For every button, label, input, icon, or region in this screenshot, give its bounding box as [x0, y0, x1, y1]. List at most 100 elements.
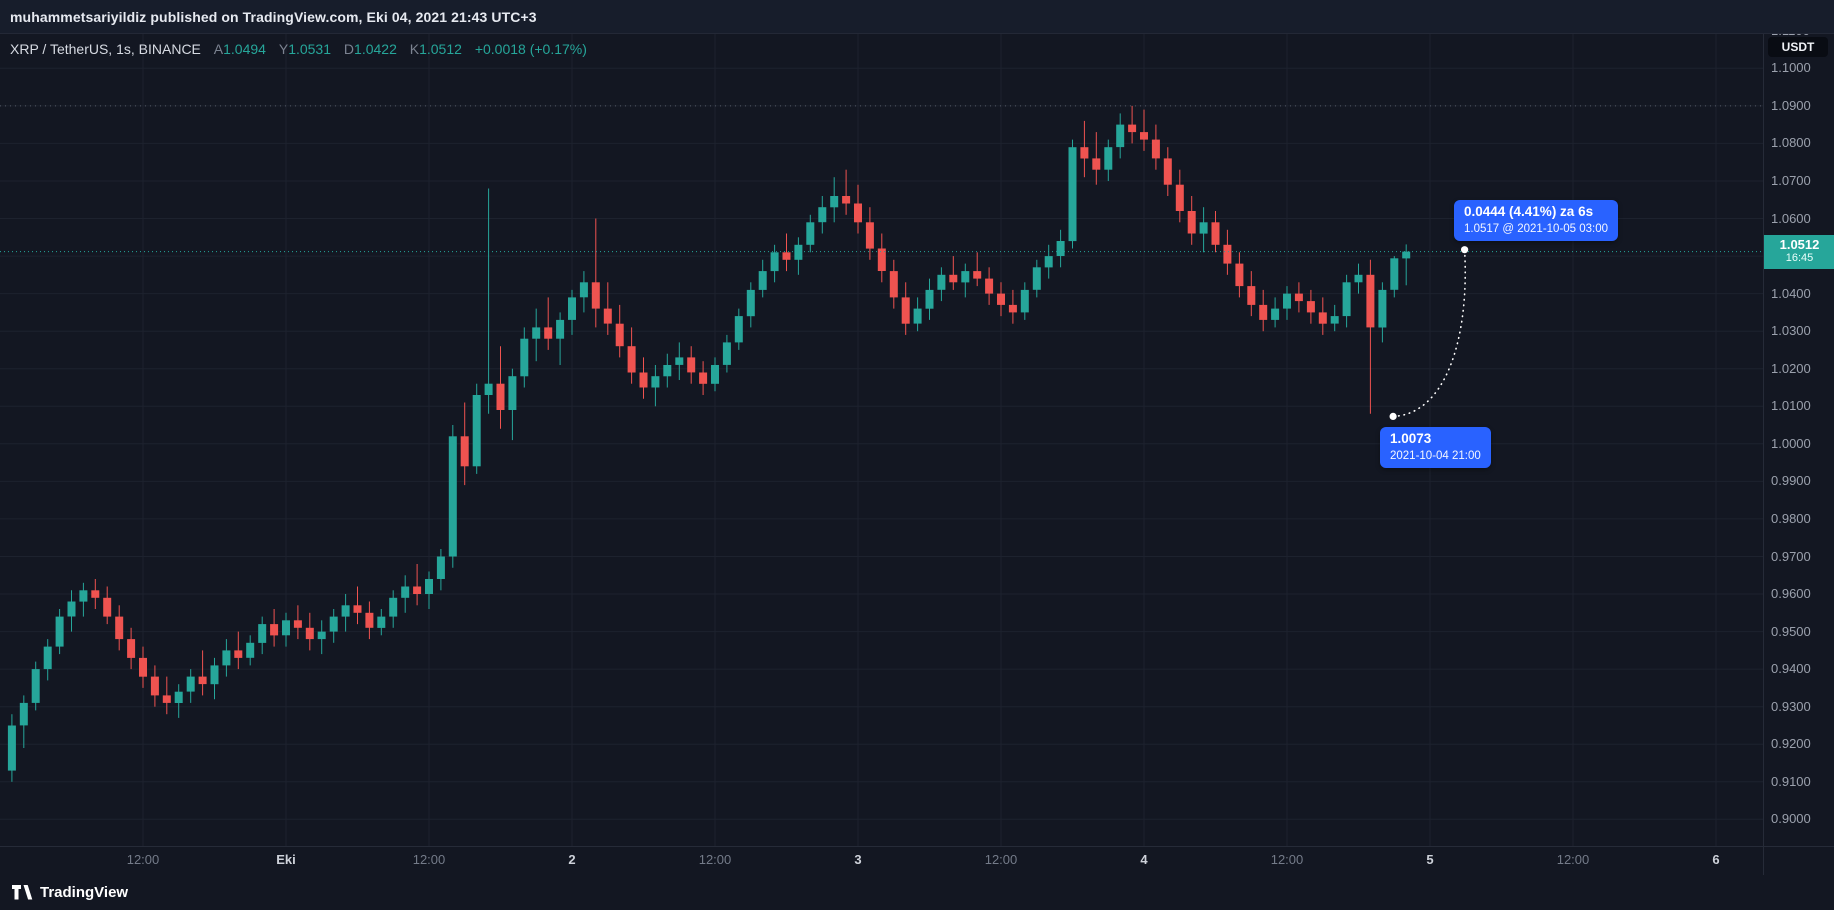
candlestick-chart[interactable]: [0, 33, 1763, 846]
last-price-badge: 1.0512 16:45: [1764, 234, 1834, 269]
candle: [925, 278, 934, 320]
candle: [770, 244, 779, 283]
chart-pane[interactable]: XRP / TetherUS, 1s, BINANCE A1.0494 Y1.0…: [0, 33, 1763, 846]
candle: [1044, 244, 1053, 279]
attribution-footer: TradingView: [0, 875, 1834, 910]
candle: [425, 571, 433, 609]
price-axis-label: 0.9900: [1771, 473, 1811, 489]
candle: [1318, 297, 1327, 335]
last-price-value: 1.0512: [1779, 236, 1820, 252]
candle: [79, 582, 88, 617]
time-axis-label: 12:00: [126, 852, 160, 867]
candle: [103, 586, 112, 625]
measure-start-label[interactable]: 1.0073 2021-10-04 21:00: [1380, 427, 1491, 469]
candle: [1104, 139, 1113, 181]
candle: [305, 612, 314, 651]
candle: [389, 590, 398, 628]
candle: [1187, 196, 1196, 245]
candle: [818, 196, 827, 234]
time-axis-label: Eki: [276, 852, 296, 867]
measure-end-dot[interactable]: [1461, 246, 1469, 254]
price-axis-label: 1.0900: [1771, 97, 1811, 113]
time-axis[interactable]: 12:00 Eki 12:00 2 12:00 3 12:00 4 12:00 5 12:00 6: [0, 846, 1763, 875]
time-axis-separator: [0, 846, 1834, 847]
time-axis-label: 12:00: [1270, 852, 1304, 867]
candle: [1032, 259, 1041, 298]
candle: [1247, 271, 1256, 317]
candle: [448, 425, 457, 568]
candle: [794, 237, 803, 275]
symbol-legend[interactable]: XRP / TetherUS, 1s, BINANCE A1.0494 Y1.0…: [10, 41, 587, 57]
candle: [949, 256, 958, 290]
candle: [734, 308, 743, 350]
candle: [961, 263, 970, 298]
price-axis-label: 1.0400: [1771, 285, 1811, 301]
time-axis-label: 12:00: [698, 852, 732, 867]
candle: [377, 609, 386, 636]
measure-start-dot[interactable]: [1389, 412, 1397, 420]
candle: [806, 214, 815, 253]
price-axis-label: 1.0700: [1771, 173, 1811, 188]
publish-header-bar: muhammetsariyildiz published on TradingV…: [0, 0, 1834, 34]
measure-curve[interactable]: [1392, 248, 1467, 418]
candle: [1402, 244, 1411, 286]
candle: [258, 616, 267, 655]
candle: [520, 327, 529, 388]
measure-target-text: 1.0517 @ 2021-10-05 03:00: [1464, 222, 1609, 235]
candle: [865, 207, 874, 260]
tradingview-logo-icon[interactable]: [12, 885, 33, 900]
publish-attribution-text: muhammetsariyildiz published on TradingV…: [10, 8, 537, 25]
tradingview-wordmark[interactable]: TradingView: [40, 884, 129, 901]
candle: [901, 282, 910, 335]
candle: [722, 334, 731, 373]
candle: [782, 233, 791, 272]
time-axis-label: 2: [568, 852, 576, 867]
time-axis-label: 12:00: [984, 852, 1018, 867]
time-axis-label: 6: [1712, 852, 1720, 867]
candle: [746, 282, 755, 328]
close-label: K: [409, 41, 420, 57]
candle: [1175, 169, 1184, 223]
candle: [210, 657, 219, 700]
candle: [1116, 113, 1125, 159]
price-axis-label: 1.0100: [1771, 398, 1811, 414]
price-axis-label: 1.0600: [1771, 210, 1811, 226]
price-axis[interactable]: 0.9000 0.9100 0.9200 0.9300 0.9400 0.9500 0.96…: [1763, 33, 1834, 875]
low-label: D: [343, 41, 355, 57]
candle: [579, 271, 588, 313]
high-value: 1.0531: [288, 41, 332, 57]
candle: [115, 605, 124, 651]
price-axis-label: 0.9000: [1771, 811, 1811, 827]
candle: [31, 661, 40, 711]
candle: [162, 676, 171, 715]
candle: [234, 631, 243, 670]
symbol-title[interactable]: XRP / TetherUS, 1s, BINANCE: [10, 41, 201, 57]
candle: [353, 586, 362, 625]
price-axis-label: 0.9400: [1771, 661, 1811, 677]
candle: [1163, 147, 1172, 196]
candle: [615, 304, 624, 358]
candle: [568, 289, 576, 335]
candle: [1223, 229, 1232, 275]
candle: [1354, 263, 1363, 294]
candle: [365, 601, 374, 640]
open-value: 1.0494: [223, 41, 266, 57]
bar-countdown: 16:45: [1785, 251, 1814, 264]
candle: [1020, 282, 1029, 320]
candle: [1378, 282, 1387, 343]
candle: [401, 575, 410, 613]
candle: [711, 357, 719, 392]
price-axis-label: 1.0300: [1771, 323, 1811, 339]
candle: [222, 639, 231, 677]
start-time-text: 2021-10-04 21:00: [1390, 449, 1481, 462]
time-axis-label: 12:00: [1556, 852, 1590, 867]
candle: [913, 297, 922, 332]
candle: [508, 368, 517, 441]
candle: [675, 342, 684, 380]
candle: [1008, 289, 1017, 324]
currency-unit-button[interactable]: USDT: [1768, 37, 1828, 57]
candle: [877, 233, 886, 283]
candle: [329, 609, 338, 643]
measure-tool-result-label[interactable]: 0.0444 (4.41%) za 6s 1.0517 @ 2021-10-05…: [1454, 200, 1619, 242]
candle: [1092, 132, 1101, 185]
